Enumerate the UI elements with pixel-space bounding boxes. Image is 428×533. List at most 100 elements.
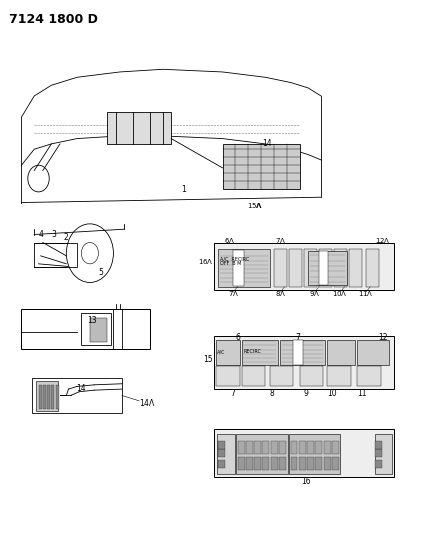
Bar	[262, 457, 269, 470]
Bar	[299, 457, 306, 470]
Bar	[51, 385, 54, 409]
Bar	[319, 249, 332, 287]
Bar	[374, 434, 392, 474]
Bar	[246, 457, 253, 470]
Text: 14$\Lambda$: 14$\Lambda$	[139, 397, 156, 408]
Text: 10$\Lambda$: 10$\Lambda$	[333, 289, 348, 297]
Text: 8: 8	[269, 389, 274, 398]
Bar	[289, 249, 302, 287]
Bar	[304, 249, 317, 287]
Text: 2: 2	[64, 233, 69, 241]
Bar	[254, 457, 261, 470]
Bar	[307, 457, 314, 470]
Bar	[280, 340, 325, 365]
Bar	[307, 441, 314, 454]
Bar	[90, 318, 107, 342]
Bar	[375, 441, 382, 449]
Bar	[238, 457, 245, 470]
Text: 7124 1800 D: 7124 1800 D	[9, 13, 98, 26]
Bar	[246, 441, 253, 454]
Text: 7$\Lambda$: 7$\Lambda$	[275, 237, 286, 245]
Bar	[47, 385, 50, 409]
Bar	[349, 249, 362, 287]
Text: 12: 12	[378, 333, 388, 342]
Text: 11: 11	[357, 389, 366, 398]
Text: RECIRC: RECIRC	[243, 349, 261, 354]
Bar	[327, 366, 351, 386]
Bar	[218, 249, 270, 287]
Bar	[291, 441, 297, 454]
Bar	[214, 429, 394, 477]
Bar	[327, 340, 355, 365]
Text: 15: 15	[203, 356, 213, 364]
Text: 14: 14	[263, 140, 272, 148]
Text: 3: 3	[51, 230, 56, 239]
Bar	[315, 457, 322, 470]
Text: 14: 14	[77, 384, 86, 392]
Text: 7$\Lambda$: 7$\Lambda$	[228, 289, 239, 297]
Bar	[300, 366, 323, 386]
Bar	[334, 249, 347, 287]
Bar	[236, 434, 288, 474]
Bar	[216, 340, 240, 365]
Text: 16: 16	[301, 477, 311, 486]
Bar	[271, 457, 278, 470]
Text: 4: 4	[38, 230, 43, 239]
Bar	[218, 459, 225, 468]
Bar	[56, 385, 59, 409]
Text: 10: 10	[327, 389, 336, 398]
Text: 1: 1	[181, 185, 187, 193]
Bar	[223, 144, 300, 189]
Bar	[308, 251, 347, 285]
Bar	[289, 434, 340, 474]
Text: OFF  B M: OFF B M	[220, 261, 242, 266]
Bar	[324, 457, 331, 470]
Bar	[357, 366, 381, 386]
Bar	[34, 243, 77, 266]
Bar	[242, 366, 265, 386]
Text: A/C  RECIRC: A/C RECIRC	[220, 256, 250, 261]
Bar	[216, 366, 240, 386]
Bar	[279, 457, 286, 470]
Bar	[238, 441, 245, 454]
Text: 12$\Lambda$: 12$\Lambda$	[375, 237, 391, 245]
Bar	[36, 381, 58, 411]
Bar	[39, 385, 42, 409]
Text: 15$\mathbf{\Lambda}$: 15$\mathbf{\Lambda}$	[247, 201, 263, 209]
Bar	[218, 449, 225, 457]
Bar	[279, 441, 286, 454]
Bar	[32, 378, 122, 413]
Text: 16$\Lambda$: 16$\Lambda$	[197, 257, 213, 265]
Bar	[217, 434, 235, 474]
Bar	[262, 441, 269, 454]
Bar	[242, 340, 278, 365]
Bar	[254, 441, 261, 454]
Bar	[43, 385, 46, 409]
Bar	[315, 441, 322, 454]
Bar	[319, 251, 328, 285]
Bar	[332, 457, 339, 470]
Bar	[274, 249, 287, 287]
Text: 7: 7	[231, 389, 236, 398]
Text: 6: 6	[235, 333, 240, 342]
Bar	[218, 441, 225, 449]
Bar	[107, 112, 171, 144]
Bar	[270, 366, 293, 386]
Bar	[214, 243, 394, 290]
Text: 8$\Lambda$: 8$\Lambda$	[275, 289, 286, 297]
Text: 9$\Lambda$: 9$\Lambda$	[309, 289, 320, 297]
Bar	[332, 441, 339, 454]
Bar	[366, 249, 379, 287]
Bar	[233, 250, 244, 286]
Text: A/C: A/C	[217, 349, 226, 354]
Bar	[81, 313, 111, 345]
Bar	[357, 340, 389, 365]
Text: 5: 5	[98, 269, 103, 277]
Bar	[324, 441, 331, 454]
Bar	[299, 441, 306, 454]
Text: 7: 7	[295, 333, 300, 342]
Bar	[375, 449, 382, 457]
Bar	[21, 309, 150, 349]
Text: 9: 9	[303, 389, 309, 398]
Bar	[293, 340, 303, 365]
